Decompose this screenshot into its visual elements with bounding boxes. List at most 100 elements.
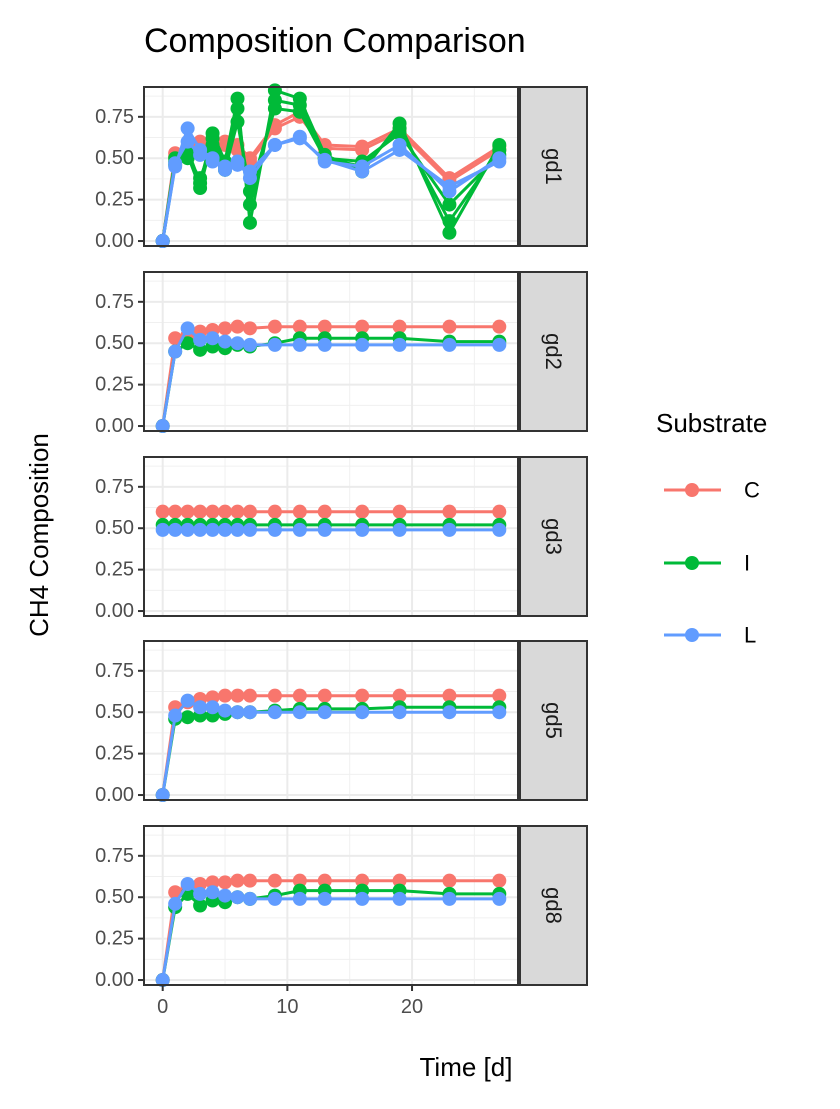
data-point-L bbox=[155, 788, 170, 803]
data-point-C bbox=[242, 688, 257, 703]
panel-background bbox=[144, 641, 518, 800]
y-tick-label: 0.25 bbox=[95, 559, 134, 581]
legend-key-L: L bbox=[664, 623, 756, 648]
data-point-C bbox=[292, 504, 307, 519]
data-point-C bbox=[292, 688, 307, 703]
data-point-L bbox=[218, 703, 233, 718]
data-point-L bbox=[392, 891, 407, 906]
panel-border bbox=[143, 271, 519, 432]
y-tick-label: 0.00 bbox=[95, 415, 134, 437]
data-point-L bbox=[442, 522, 457, 537]
strip-label: gd2 bbox=[541, 333, 566, 370]
data-point-L bbox=[205, 522, 220, 537]
data-point-L bbox=[292, 705, 307, 720]
data-point-C bbox=[155, 504, 170, 519]
data-point-C bbox=[230, 873, 245, 888]
data-point-I bbox=[292, 104, 307, 119]
data-point-I bbox=[230, 114, 245, 129]
data-point-C bbox=[168, 504, 183, 519]
data-point-L bbox=[292, 131, 307, 146]
data-point-C bbox=[442, 873, 457, 888]
data-point-L bbox=[180, 693, 195, 708]
strip-label: gd1 bbox=[541, 148, 566, 185]
data-point-L bbox=[442, 705, 457, 720]
data-point-L bbox=[267, 891, 282, 906]
y-tick-label: 0.50 bbox=[95, 701, 134, 723]
data-point-L bbox=[442, 891, 457, 906]
data-point-C bbox=[230, 504, 245, 519]
data-point-L bbox=[168, 708, 183, 723]
data-point-C bbox=[317, 319, 332, 334]
legend-label-C: C bbox=[744, 478, 760, 503]
data-point-I bbox=[242, 215, 257, 230]
x-tick-label: 0 bbox=[157, 996, 168, 1018]
data-point-C bbox=[292, 873, 307, 888]
x-tick-label: 10 bbox=[276, 996, 298, 1018]
data-point-L bbox=[317, 891, 332, 906]
strip-background bbox=[519, 86, 588, 247]
data-point-L bbox=[180, 876, 195, 891]
data-point-C bbox=[267, 504, 282, 519]
panel-border bbox=[143, 86, 519, 247]
data-point-C bbox=[267, 688, 282, 703]
data-point-L bbox=[180, 522, 195, 537]
data-point-L bbox=[267, 337, 282, 352]
y-tick-label: 0.75 bbox=[95, 845, 134, 867]
data-point-L bbox=[205, 154, 220, 169]
data-point-L bbox=[180, 321, 195, 336]
data-point-C bbox=[205, 690, 220, 705]
data-point-L bbox=[193, 147, 208, 162]
data-point-L bbox=[242, 522, 257, 537]
data-point-L bbox=[492, 705, 507, 720]
data-point-I bbox=[230, 91, 245, 106]
data-point-L bbox=[230, 157, 245, 172]
chart-title: Composition Comparison bbox=[144, 22, 526, 60]
data-point-I bbox=[193, 171, 208, 186]
data-point-C bbox=[230, 319, 245, 334]
data-point-C bbox=[317, 504, 332, 519]
data-point-L bbox=[267, 522, 282, 537]
data-point-I bbox=[442, 197, 457, 212]
y-tick-label: 0.00 bbox=[95, 784, 134, 806]
data-point-I bbox=[392, 126, 407, 141]
panel-border bbox=[143, 456, 519, 617]
data-point-I bbox=[193, 898, 208, 913]
data-point-L bbox=[267, 705, 282, 720]
data-point-L bbox=[392, 337, 407, 352]
legend-key-C: C bbox=[664, 478, 760, 503]
data-point-I bbox=[180, 710, 195, 725]
data-point-L bbox=[180, 121, 195, 136]
y-tick-label: 0.25 bbox=[95, 374, 134, 396]
data-point-C bbox=[242, 321, 257, 336]
data-point-C bbox=[218, 875, 233, 890]
legend-key-point bbox=[685, 628, 699, 642]
strip-label: gd8 bbox=[541, 887, 566, 924]
data-point-L bbox=[205, 885, 220, 900]
data-point-C bbox=[205, 875, 220, 890]
y-tick-label: 0.75 bbox=[95, 660, 134, 682]
panel-gd2: gd2 0.00 0.25 0.50 0.75 bbox=[95, 271, 588, 437]
data-point-L bbox=[218, 334, 233, 349]
legend-key-point bbox=[685, 483, 699, 497]
data-point-C bbox=[355, 504, 370, 519]
data-point-L bbox=[355, 164, 370, 179]
data-point-C bbox=[267, 319, 282, 334]
data-point-L bbox=[355, 705, 370, 720]
data-point-C bbox=[242, 873, 257, 888]
data-point-L bbox=[392, 522, 407, 537]
data-point-C bbox=[218, 688, 233, 703]
data-point-L bbox=[155, 522, 170, 537]
data-point-C bbox=[392, 319, 407, 334]
panel-gd1: gd1 0.00 0.25 0.50 0.75 bbox=[95, 83, 588, 252]
data-point-L bbox=[155, 234, 170, 249]
data-point-L bbox=[168, 156, 183, 171]
y-tick-label: 0.25 bbox=[95, 743, 134, 765]
data-point-I bbox=[180, 151, 195, 166]
legend: Substrate C I L bbox=[656, 408, 767, 648]
data-point-C bbox=[492, 504, 507, 519]
data-point-C bbox=[317, 688, 332, 703]
y-tick-label: 0.00 bbox=[95, 969, 134, 991]
data-point-I bbox=[442, 225, 457, 240]
